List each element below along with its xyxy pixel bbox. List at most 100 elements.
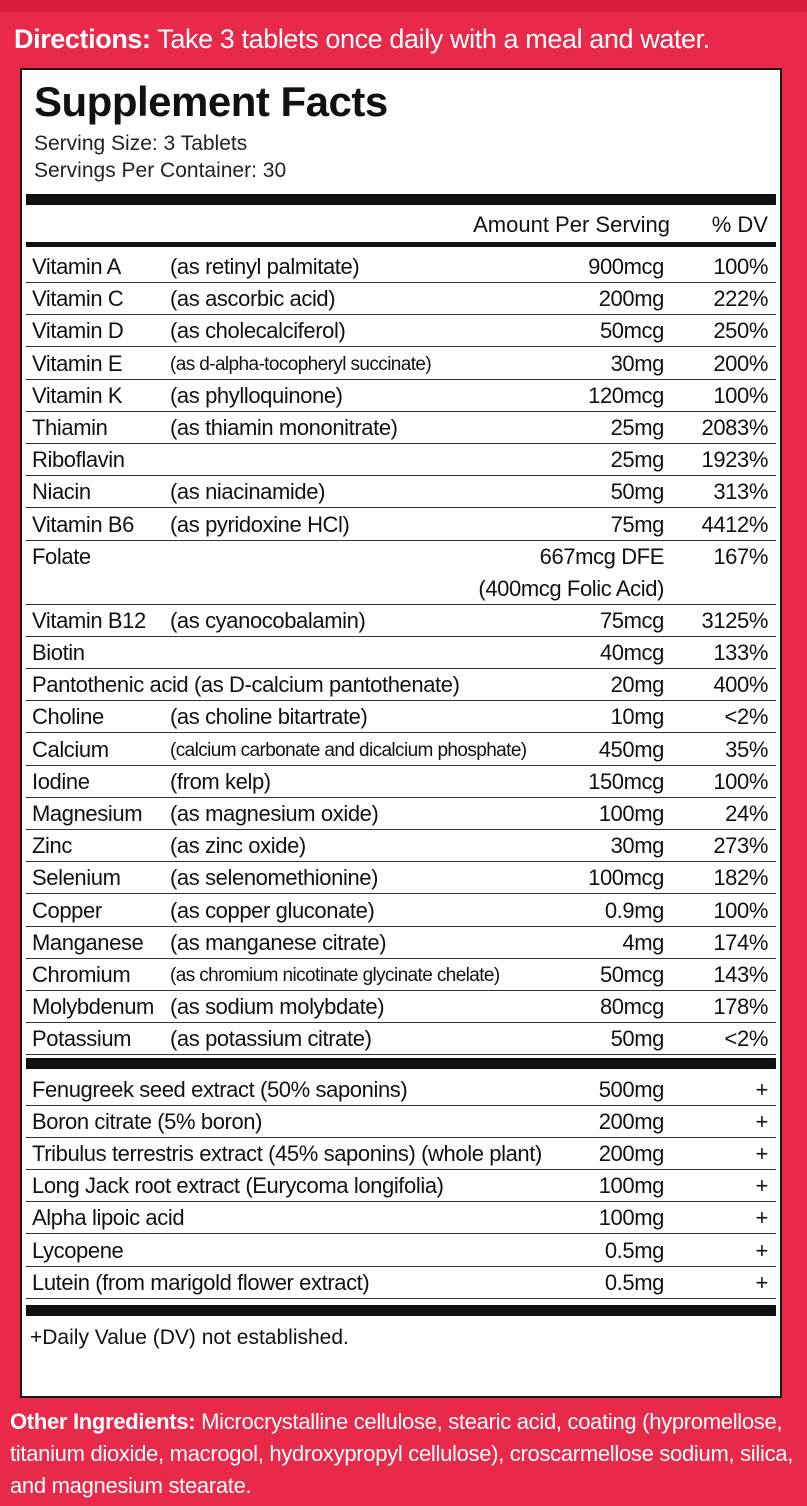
nutrient-amount: 25mg [610, 415, 665, 440]
nutrient-name: Copper [32, 897, 102, 923]
nutrient-amount: 200mg [598, 286, 665, 312]
nutrient-row: Thiamin (as thiamin mononitrate) 25mg 2083% [26, 412, 776, 444]
nutrient-source: (as pyridoxine HCl) [170, 511, 350, 537]
nutrient-source: (as niacinamide) [170, 479, 326, 505]
extract-amount: 100mg [598, 1205, 665, 1231]
top-strip [0, 0, 807, 12]
nutrient-dv: <2% [724, 1026, 769, 1052]
extract-row: Lutein (from marigold flower extract) 0.5… [26, 1267, 776, 1299]
nutrient-amount: 80mcg [599, 994, 664, 1020]
nutrient-row: Vitamin A (as retinyl palmitate) 900mcg 100… [26, 251, 776, 283]
directions-text: Take 3 tablets once daily with a meal an… [157, 24, 710, 54]
extract-amount: 100mg [598, 1173, 665, 1199]
nutrient-amount: 40mcg [599, 640, 664, 665]
thick-rule-bottom [26, 1305, 776, 1316]
nutrient-name: Pantothenic acid (as D-calcium pantothen… [32, 672, 460, 698]
other-ingredients-text: Microcrystalline cellulose, stearic acid… [10, 1409, 794, 1498]
nutrient-dv: 35% [725, 736, 768, 762]
nutrient-amount: 667mcg DFE [539, 543, 665, 569]
nutrient-dv: 4412% [701, 511, 768, 537]
nutrient-row: Manganese (as manganese citrate) 4mg 174% [26, 927, 776, 959]
nutrient-amount: 4mg [622, 929, 664, 955]
nutrient-name: Zinc [32, 833, 72, 859]
extract-name: Lutein (from marigold flower extract) [32, 1269, 370, 1295]
nutrient-name: Vitamin A [32, 254, 121, 279]
nutrient-dv: 250% [713, 318, 768, 344]
extract-dv: + [755, 1076, 769, 1102]
extract-dv: + [755, 1269, 769, 1295]
nutrient-name: Vitamin B12 [32, 607, 146, 633]
nutrient-amount: 75mg [610, 511, 665, 537]
extract-name: Tribulus terrestris extract (45% saponin… [32, 1141, 542, 1166]
nutrient-name: Manganese [32, 929, 144, 955]
nutrient-name: Magnesium [32, 801, 143, 826]
extract-row: Alpha lipoic acid 100mg + [26, 1202, 776, 1235]
nutrient-amount: 50mcg [599, 962, 664, 987]
extract-amount: 200mg [598, 1141, 665, 1166]
nutrient-source: (as d-alpha-tocopheryl succinate) [170, 353, 432, 375]
nutrient-source: (as potassium citrate) [170, 1026, 372, 1052]
nutrient-row: Choline (as choline bitartrate) 10mg <2% [26, 701, 776, 734]
nutrient-amount: 75mcg [599, 607, 664, 633]
extract-name: Lycopene [32, 1237, 124, 1263]
nutrient-row: Folate 667mcg DFE 167% (400mcg Folic Acid) [26, 541, 776, 605]
nutrient-dv: 200% [713, 350, 768, 376]
nutrient-dv: 100% [713, 254, 768, 279]
nutrient-name: Vitamin D [32, 318, 124, 344]
nutrient-amount: 450mg [598, 736, 665, 762]
nutrient-row: Vitamin C (as ascorbic acid) 200mg 222% [26, 283, 776, 316]
extract-row: Lycopene 0.5mg + [26, 1235, 776, 1267]
nutrient-source: (as ascorbic acid) [170, 286, 336, 312]
nutrient-source: (as phylloquinone) [170, 382, 343, 408]
extract-dv: + [755, 1141, 769, 1166]
nutrient-dv: <2% [724, 704, 769, 730]
nutrient-dv: 2083% [701, 415, 768, 440]
nutrient-amount: 10mg [610, 704, 665, 730]
nutrient-amount: 100mcg [588, 865, 664, 891]
other-ingredients-label: Other Ingredients: [10, 1409, 196, 1434]
dv-header: % DV [711, 212, 768, 237]
nutrient-dv: 400% [713, 672, 768, 698]
nutrient-row: Biotin 40mcg 133% [26, 637, 776, 669]
nutrient-name: Vitamin E [32, 350, 123, 376]
nutrient-dv: 24% [725, 801, 768, 826]
nutrient-row: Zinc (as zinc oxide) 30mg 273% [26, 830, 776, 863]
extract-amount: 500mg [598, 1076, 665, 1102]
nutrient-dv: 174% [713, 929, 768, 955]
nutrient-amount: 100mg [598, 801, 665, 826]
extract-amount: 0.5mg [604, 1237, 665, 1263]
nutrient-amount: 30mg [610, 350, 665, 376]
extract-amount: 200mg [598, 1108, 665, 1134]
nutrient-source: (as selenomethionine) [170, 865, 379, 891]
nutrient-row: Molybdenum (as sodium molybdate) 80mcg 178% [26, 991, 776, 1024]
nutrient-name: Vitamin K [32, 382, 123, 408]
nutrient-row: Copper (as copper gluconate) 0.9mg 100% [26, 895, 776, 927]
nutrient-dv: 167% [713, 543, 768, 569]
nutrient-amount: 900mcg [588, 254, 664, 279]
servings-per-container: Servings Per Container: 30 [34, 159, 287, 182]
nutrient-row: Vitamin K (as phylloquinone) 120mcg 100% [26, 380, 776, 412]
nutrient-row: Vitamin B12 (as cyanocobalamin) 75mcg 3125% [26, 605, 776, 637]
nutrient-dv: 313% [713, 479, 768, 505]
nutrient-source: (from kelp) [170, 768, 271, 794]
nutrient-source: (as copper gluconate) [170, 897, 375, 923]
nutrient-source: (as chromium nicotinate glycinate chelat… [170, 965, 500, 986]
serving-size: Serving Size: 3 Tablets [34, 132, 248, 155]
extract-dv: + [755, 1237, 769, 1263]
supplement-facts-panel: Supplement Facts Serving Size: 3 Tablets… [20, 68, 782, 1398]
extract-name: Alpha lipoic acid [32, 1205, 185, 1231]
nutrient-dv: 273% [713, 833, 768, 859]
nutrient-name: Riboflavin [32, 447, 125, 473]
nutrient-name: Niacin [32, 479, 91, 505]
nutrient-name: Vitamin C [32, 286, 124, 312]
nutrient-name: Thiamin [32, 415, 108, 440]
thick-rule-middle [26, 1057, 776, 1069]
nutrient-source: (as choline bitartrate) [170, 704, 368, 730]
nutrient-dv: 3125% [701, 607, 768, 633]
nutrient-name: Iodine [32, 768, 90, 794]
nutrient-amount: 30mg [610, 833, 665, 859]
amount-header: Amount Per Serving [473, 212, 670, 237]
nutrient-amount: 0.9mg [604, 897, 665, 923]
extract-name: Boron citrate (5% boron) [32, 1108, 263, 1134]
nutrient-amount: 50mg [610, 1026, 665, 1052]
